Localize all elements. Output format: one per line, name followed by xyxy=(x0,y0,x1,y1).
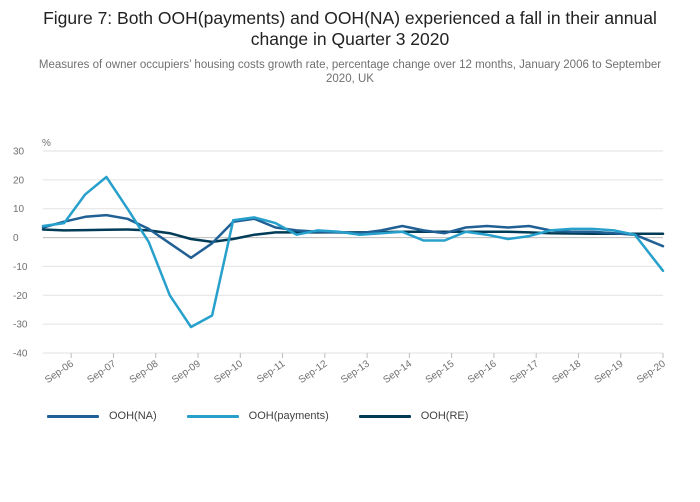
x-tick-label: Sep-06 xyxy=(43,358,76,386)
line-chart: 30 20 10 0 -10 -20 -30 -40% Sep-06 Sep-07 Sep-08 Se… xyxy=(13,138,668,386)
y-tick-label: 0 xyxy=(13,233,19,244)
y-tick-label: -30 xyxy=(13,320,28,331)
legend-item: OOH(RE) xyxy=(358,410,469,422)
chart-title: Figure 7: Both OOH(payments) and OOH(NA)… xyxy=(43,8,657,49)
y-tick-label: -40 xyxy=(13,349,28,360)
x-tick-label: Sep-13 xyxy=(339,358,372,386)
legend-item: OOH(payments) xyxy=(186,410,329,422)
y-tick-label: -20 xyxy=(13,291,28,302)
chart-legend: OOH(NA) OOH(payments) OOH(RE) xyxy=(47,410,498,422)
x-tick-label: Sep-15 xyxy=(424,358,457,386)
x-tick-label: Sep-16 xyxy=(466,358,499,386)
x-tick-label: Sep-18 xyxy=(550,358,583,386)
legend-label: OOH(NA) xyxy=(109,410,157,422)
x-tick-label: Sep-14 xyxy=(381,358,414,386)
x-tick-label: Sep-09 xyxy=(170,358,203,386)
x-tick-label: Sep-20 xyxy=(635,358,668,386)
legend-swatch xyxy=(47,414,99,418)
x-tick-label: Sep-07 xyxy=(85,358,118,386)
legend-item: OOH(NA) xyxy=(47,410,157,422)
y-axis-label: % xyxy=(42,138,51,149)
legend-label: OOH(RE) xyxy=(420,410,469,422)
x-tick-label: Sep-10 xyxy=(212,358,245,386)
series-line-ooh-payments xyxy=(41,175,665,329)
x-tick-label: Sep-11 xyxy=(255,358,287,385)
x-tick-label: Sep-08 xyxy=(128,358,161,386)
legend-swatch xyxy=(186,414,239,418)
y-tick-label: -10 xyxy=(13,262,28,273)
y-tick-label: 30 xyxy=(13,147,25,158)
y-tick-label: 10 xyxy=(13,204,25,215)
x-tick-label: Sep-19 xyxy=(593,358,626,386)
x-tick-label: Sep-17 xyxy=(508,358,541,386)
chart-subtitle: Measures of owner occupiers’ housing cos… xyxy=(38,59,662,85)
legend-swatch xyxy=(358,414,411,418)
legend-label: OOH(payments) xyxy=(248,410,329,422)
y-tick-label: 20 xyxy=(13,175,25,186)
x-tick-label: Sep-12 xyxy=(297,358,330,386)
